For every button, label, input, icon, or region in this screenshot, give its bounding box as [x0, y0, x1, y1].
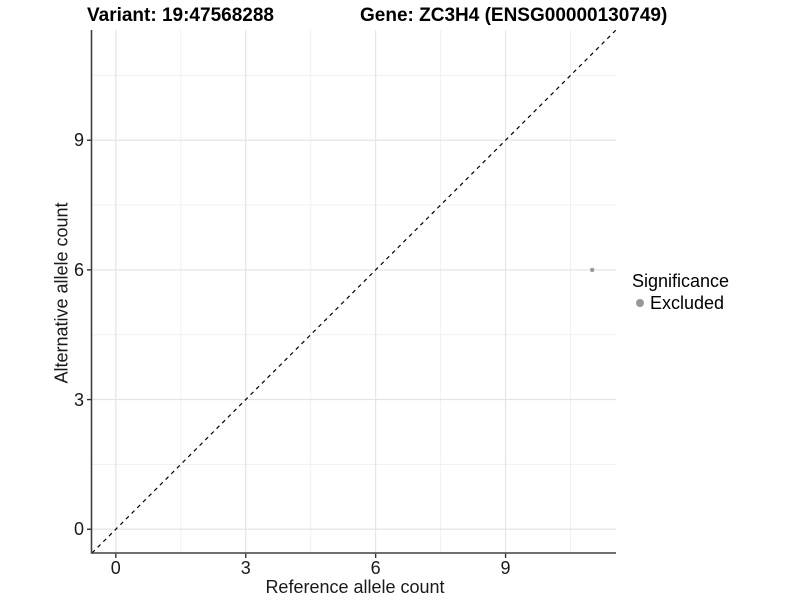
legend: Significance Excluded — [632, 271, 729, 313]
x-tick-label: 9 — [500, 558, 511, 578]
y-tick-label: 0 — [73, 519, 84, 540]
plot-title-variant: Variant: 19:47568288 — [87, 5, 274, 26]
x-tick-label: 6 — [370, 558, 381, 578]
x-tick-label: 3 — [240, 558, 251, 578]
legend-title: Significance — [632, 271, 730, 291]
identity-dashed-line — [91, 29, 617, 554]
plot-title-gene: Gene: ZC3H4 (ENSG00000130749) — [360, 5, 668, 26]
x-tick-label: 0 — [110, 558, 121, 578]
x-axis-title: Reference allele count — [265, 577, 445, 597]
legend-key-dot — [636, 299, 644, 307]
y-tick-label: 6 — [73, 259, 84, 280]
legend-item-label: Excluded — [650, 293, 725, 313]
legend-item-excluded: Excluded — [632, 293, 729, 313]
data-point — [589, 267, 595, 273]
y-tick-label: 3 — [73, 389, 84, 410]
y-tick-label: 9 — [73, 130, 84, 151]
